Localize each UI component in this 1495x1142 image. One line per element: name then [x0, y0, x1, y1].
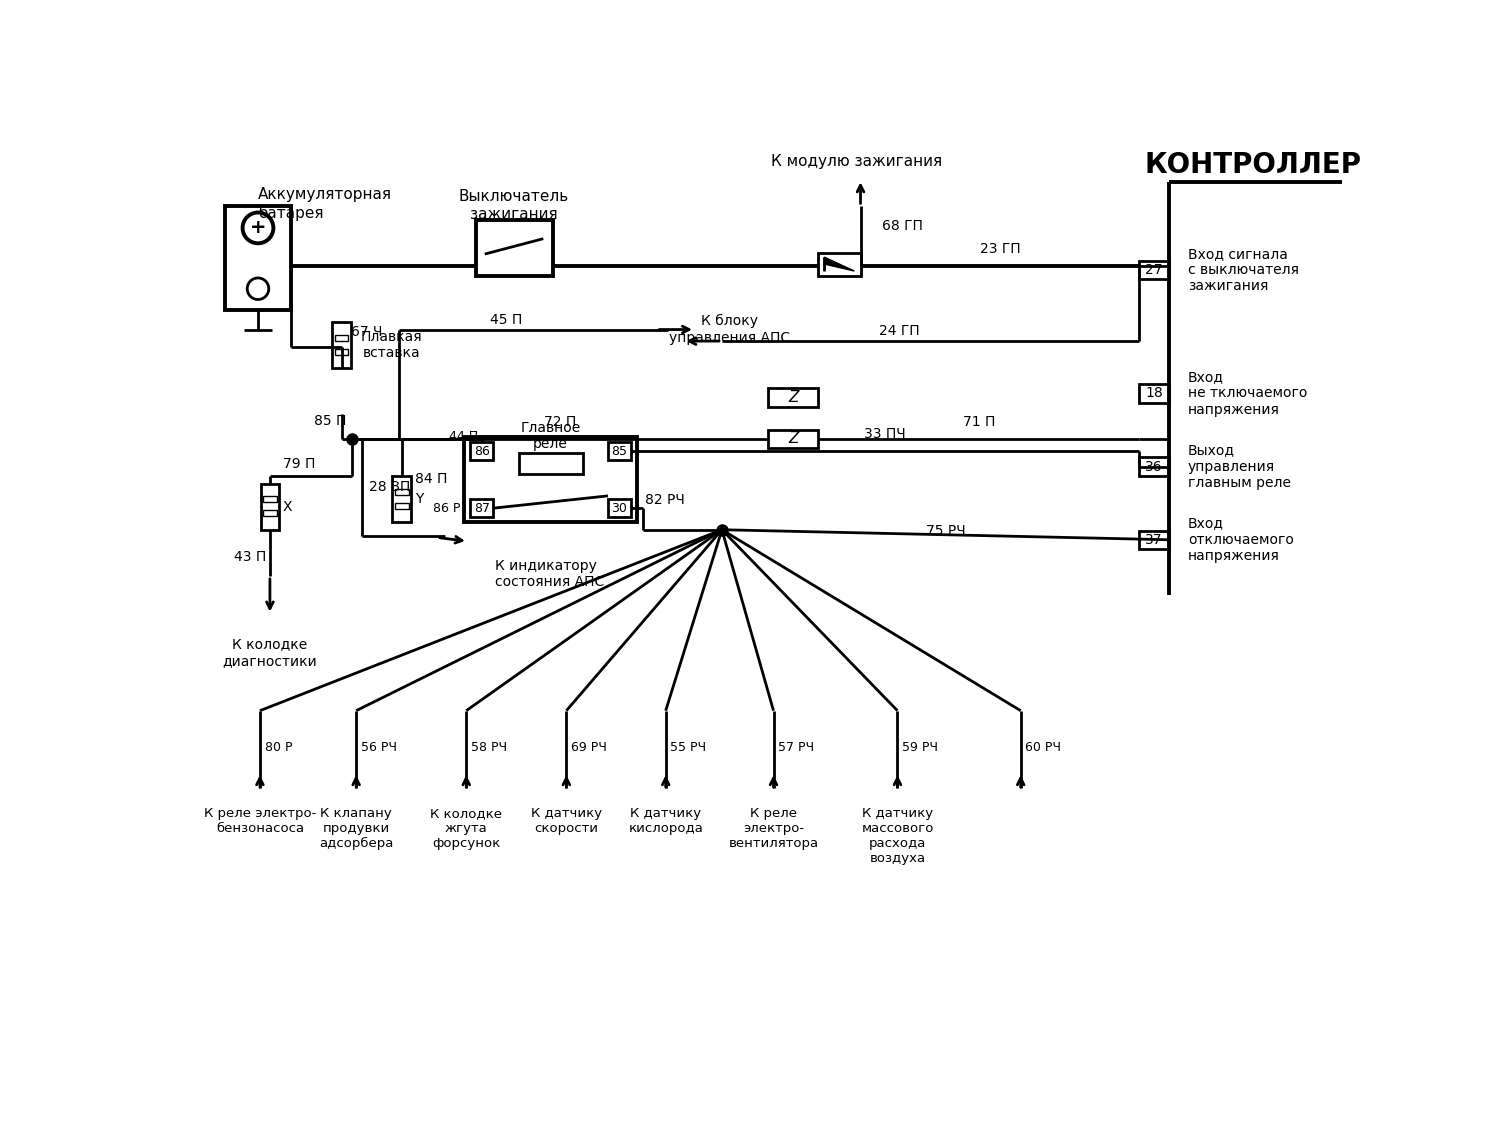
Text: 43 П: 43 П	[233, 549, 266, 564]
Text: Плавкая
вставка: Плавкая вставка	[360, 330, 423, 360]
Text: Вход сигнала
с выключателя
зажигания: Вход сигнала с выключателя зажигания	[1187, 247, 1299, 293]
Bar	[519, 452, 583, 474]
Bar	[768, 388, 818, 407]
Bar	[818, 252, 861, 275]
Bar	[463, 437, 637, 522]
Polygon shape	[824, 257, 854, 271]
Bar	[608, 499, 631, 517]
Text: 30: 30	[611, 501, 628, 515]
Text: 27: 27	[1145, 264, 1163, 278]
Text: 24 ГП: 24 ГП	[879, 324, 919, 338]
Text: 55 РЧ: 55 РЧ	[670, 741, 707, 754]
Text: К датчику
скорости: К датчику скорости	[531, 807, 602, 835]
Text: К колодке
жгута
форсунок: К колодке жгута форсунок	[431, 807, 502, 850]
Bar	[475, 220, 553, 275]
Text: 86: 86	[474, 444, 489, 458]
Bar	[260, 483, 280, 530]
Text: 68 ГП: 68 ГП	[882, 218, 922, 233]
Text: 82 РЧ: 82 РЧ	[644, 492, 685, 507]
Text: К индикатору
состояния АПС: К индикатору состояния АПС	[495, 558, 604, 589]
Text: 44 П: 44 П	[448, 431, 478, 443]
Text: 45 П: 45 П	[490, 313, 522, 327]
Text: 85: 85	[611, 444, 628, 458]
Bar	[335, 335, 348, 341]
Bar	[395, 502, 408, 508]
Text: К реле
электро-
вентилятора: К реле электро- вентилятора	[728, 807, 819, 850]
Bar	[392, 476, 411, 522]
Text: 85 П: 85 П	[314, 415, 347, 428]
Bar	[263, 510, 277, 516]
Text: X: X	[283, 500, 293, 514]
Text: К колодке
диагностики: К колодке диагностики	[223, 637, 317, 668]
Text: 67 Ч: 67 Ч	[351, 324, 383, 339]
Text: Выключатель
зажигания: Выключатель зажигания	[459, 190, 570, 222]
Bar	[469, 442, 493, 460]
Bar	[332, 322, 351, 368]
Text: КОНТРОЛЛЕР: КОНТРОЛЛЕР	[1145, 151, 1362, 179]
Text: К датчику
массового
расхода
воздуха: К датчику массового расхода воздуха	[861, 807, 934, 864]
Text: 60 РЧ: 60 РЧ	[1026, 741, 1061, 754]
Bar	[1139, 384, 1169, 403]
Text: 72 П: 72 П	[544, 415, 577, 429]
Text: 86 Р: 86 Р	[432, 501, 460, 515]
Text: Выход
управления
главным реле: Выход управления главным реле	[1187, 443, 1290, 490]
Text: К блоку
управления АПС: К блоку управления АПС	[670, 314, 791, 345]
Text: Вход
не тключаемого
напряжения: Вход не тключаемого напряжения	[1187, 370, 1307, 417]
Text: К клапану
продувки
адсорбера: К клапану продувки адсорбера	[318, 807, 393, 850]
Text: 18: 18	[1145, 386, 1163, 401]
Text: 33 ПЧ: 33 ПЧ	[864, 427, 906, 441]
Bar	[263, 497, 277, 502]
Bar	[469, 499, 493, 517]
Text: Z: Z	[788, 389, 798, 404]
Text: 69 РЧ: 69 РЧ	[571, 741, 607, 754]
Bar	[226, 207, 290, 311]
Text: Y: Y	[414, 492, 423, 506]
Text: 71 П: 71 П	[963, 415, 994, 429]
Bar	[335, 348, 348, 355]
Text: 23 ГП: 23 ГП	[979, 242, 1020, 256]
Text: 36: 36	[1145, 459, 1163, 474]
Text: Вход
отключаемого
напряжения: Вход отключаемого напряжения	[1187, 516, 1293, 563]
Text: 75 РЧ: 75 РЧ	[927, 524, 966, 538]
Text: +: +	[250, 218, 266, 238]
Text: К реле электро-
бензонасоса: К реле электро- бензонасоса	[203, 807, 315, 835]
Text: 80 Р: 80 Р	[265, 741, 292, 754]
Bar	[1139, 262, 1169, 280]
Bar	[768, 429, 818, 448]
Text: К датчику
кислорода: К датчику кислорода	[628, 807, 703, 835]
Bar	[608, 442, 631, 460]
Bar	[1139, 457, 1169, 476]
Text: 56 РЧ: 56 РЧ	[360, 741, 396, 754]
Text: Аккумуляторная
батарея: Аккумуляторная батарея	[259, 187, 392, 220]
Text: 28 ЗП: 28 ЗП	[369, 481, 411, 494]
Text: 79 П: 79 П	[283, 457, 315, 472]
Text: Главное
реле: Главное реле	[520, 420, 580, 451]
Bar	[1139, 531, 1169, 549]
Text: 57 РЧ: 57 РЧ	[777, 741, 815, 754]
Text: К модулю зажигания: К модулю зажигания	[771, 154, 942, 169]
Text: 58 РЧ: 58 РЧ	[471, 741, 507, 754]
Text: 59 РЧ: 59 РЧ	[901, 741, 937, 754]
Text: Z: Z	[788, 432, 798, 447]
Text: 37: 37	[1145, 533, 1163, 547]
Bar	[395, 489, 408, 494]
Text: 84 П: 84 П	[414, 472, 447, 486]
Text: 87: 87	[474, 501, 490, 515]
